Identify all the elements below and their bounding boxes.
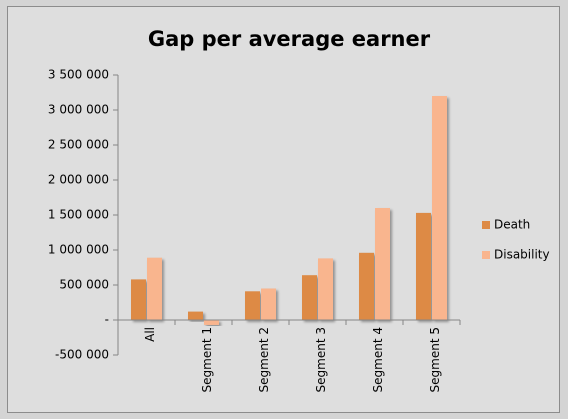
chart-area <box>7 6 560 413</box>
y-tick-label: 500 000 <box>59 278 109 292</box>
y-tick-label: 3 500 000 <box>48 68 109 82</box>
y-tick-label: 1 000 000 <box>48 243 109 257</box>
bar <box>131 279 146 320</box>
legend-swatch <box>482 251 490 259</box>
bar <box>432 96 447 320</box>
bar <box>318 258 333 320</box>
bar <box>302 275 317 320</box>
bar <box>147 257 162 320</box>
legend-label: Death <box>494 218 530 232</box>
y-tick-label: 2 000 000 <box>48 173 109 187</box>
y-tick-label: - <box>105 313 109 327</box>
x-tick-label: Segment 5 <box>428 327 442 392</box>
y-tick-label: 1 500 000 <box>48 208 109 222</box>
bar <box>359 252 374 320</box>
bar <box>375 208 390 320</box>
bar <box>261 288 276 320</box>
y-tick-label: 2 500 000 <box>48 138 109 152</box>
bar <box>245 291 260 320</box>
x-tick-label: Segment 2 <box>257 327 271 392</box>
x-tick-label: Segment 4 <box>371 327 385 392</box>
bar <box>416 212 431 320</box>
x-tick-label: Segment 3 <box>314 327 328 392</box>
legend-label: Disability <box>494 248 550 262</box>
x-tick-label: Segment 1 <box>200 327 214 392</box>
y-tick-label: 3 000 000 <box>48 103 109 117</box>
chart-title: Gap per average earner <box>148 27 431 51</box>
x-tick-label: All <box>143 327 157 342</box>
legend-swatch <box>482 221 490 229</box>
y-tick-label: -500 000 <box>55 348 109 362</box>
bar <box>204 320 219 325</box>
bar <box>188 311 203 320</box>
